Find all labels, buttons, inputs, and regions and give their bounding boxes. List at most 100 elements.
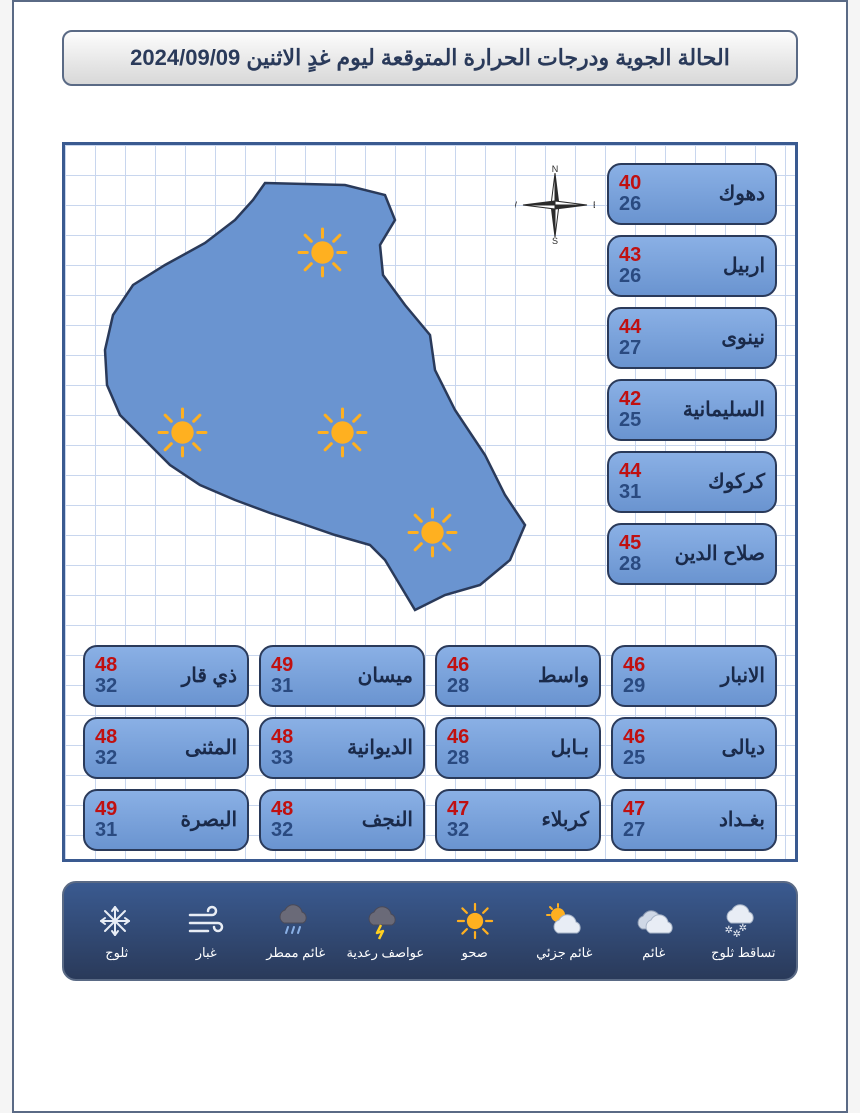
sunny-icon (453, 901, 497, 941)
city-name: السليمانية (683, 400, 765, 421)
city-side-column: دهوك4026اربيل4326نينوى4427السليمانية4225… (607, 163, 777, 585)
legend-label: صحو (462, 945, 488, 961)
legend-bar: تساقط ثلوج غائم غائم جزئي صحو عواصف رعدية غائ… (62, 881, 798, 981)
temp-low: 28 (619, 554, 641, 575)
temp-low: 26 (619, 266, 641, 287)
city-temps: 4026 (619, 173, 641, 215)
compass-rose-icon: N S W E (515, 165, 595, 245)
city-temps: 4528 (619, 533, 641, 575)
city-name: ميسان (358, 666, 413, 687)
temp-low: 28 (447, 676, 469, 697)
temp-low: 26 (619, 194, 641, 215)
temp-low: 32 (271, 820, 293, 841)
temp-low: 27 (619, 338, 641, 359)
temp-high: 47 (447, 799, 469, 820)
city-name: صلاح الدين (675, 544, 765, 565)
temp-low: 25 (619, 410, 641, 431)
temp-low: 29 (623, 676, 645, 697)
city-card: النجف 4832 (259, 789, 425, 851)
city-card: ديالى 4625 (611, 717, 777, 779)
compass-e: E (593, 200, 595, 210)
legend-item: عواصف رعدية (345, 901, 425, 961)
city-card: صلاح الدين 4528 (607, 523, 777, 585)
snow-icon (95, 901, 139, 941)
temp-low: 27 (623, 820, 645, 841)
city-card: الانبار 4629 (611, 645, 777, 707)
city-card: دهوك 4026 (607, 163, 777, 225)
city-temps: 4833 (271, 727, 293, 769)
page-title: الحالة الجوية ودرجات الحرارة المتوقعة لي… (130, 45, 730, 71)
thunder-icon (363, 901, 407, 941)
legend-label: تساقط ثلوج (711, 945, 775, 961)
legend-label: غبار (196, 945, 217, 961)
temp-high: 44 (619, 461, 641, 482)
city-name: ديالى (722, 738, 765, 759)
sun-icon (405, 505, 460, 560)
temp-high: 45 (619, 533, 641, 554)
cloudy-icon (632, 901, 676, 941)
temp-high: 40 (619, 173, 641, 194)
temp-high: 46 (623, 727, 645, 748)
temp-high: 42 (619, 389, 641, 410)
compass-s: S (552, 236, 558, 245)
temp-low: 28 (447, 748, 469, 769)
legend-label: غائم جزئي (536, 945, 592, 961)
sun-icon (295, 225, 350, 280)
temp-high: 46 (447, 727, 469, 748)
temp-low: 32 (95, 676, 117, 697)
sun-icon (155, 405, 210, 460)
city-card: بغـداد 4727 (611, 789, 777, 851)
city-name: بغـداد (719, 810, 765, 831)
city-name: ذي قار (182, 666, 237, 687)
temp-low: 31 (95, 820, 117, 841)
temp-low: 33 (271, 748, 293, 769)
city-temps: 4832 (271, 799, 293, 841)
legend-item: صحو (435, 901, 515, 961)
legend-item: تساقط ثلوج (703, 901, 783, 961)
city-temps: 4431 (619, 461, 641, 503)
city-temps: 4427 (619, 317, 641, 359)
city-name: دهوك (719, 184, 765, 205)
legend-label: غائم (642, 945, 665, 961)
city-temps: 4732 (447, 799, 469, 841)
temp-high: 48 (95, 655, 117, 676)
city-name: النجف (362, 810, 413, 831)
temp-high: 48 (271, 727, 293, 748)
temp-high: 43 (619, 245, 641, 266)
city-card: البصرة 4931 (83, 789, 249, 851)
city-card: كربلاء 4732 (435, 789, 601, 851)
city-temps: 4832 (95, 727, 117, 769)
temp-high: 49 (271, 655, 293, 676)
city-temps: 4727 (623, 799, 645, 841)
city-card: السليمانية 4225 (607, 379, 777, 441)
partly-icon (542, 901, 586, 941)
city-temps: 4326 (619, 245, 641, 287)
legend-item: غائم (614, 901, 694, 961)
legend-label: غائم ممطر (266, 945, 325, 961)
city-name: الانبار (721, 666, 765, 687)
city-temps: 4832 (95, 655, 117, 697)
city-temps: 4931 (95, 799, 117, 841)
city-card: المثنى 4832 (83, 717, 249, 779)
city-temps: 4629 (623, 655, 645, 697)
city-bottom-grid: الانبار4629واسط4628ميسان4931ذي قار4832دي… (83, 645, 777, 851)
city-temps: 4628 (447, 727, 469, 769)
city-name: البصرة (180, 810, 237, 831)
temp-high: 46 (623, 655, 645, 676)
city-name: كربلاء (542, 810, 589, 831)
temp-low: 32 (447, 820, 469, 841)
temp-high: 46 (447, 655, 469, 676)
temp-low: 25 (623, 748, 645, 769)
page-frame: الحالة الجوية ودرجات الحرارة المتوقعة لي… (12, 0, 848, 1113)
city-card: ميسان4931 (259, 645, 425, 707)
snowfall-icon (721, 901, 765, 941)
temp-low: 32 (95, 748, 117, 769)
temp-high: 48 (271, 799, 293, 820)
city-name: الديوانية (347, 738, 413, 759)
title-bar: الحالة الجوية ودرجات الحرارة المتوقعة لي… (62, 30, 798, 86)
city-card: الديوانية 4833 (259, 717, 425, 779)
city-card: كركوك4431 (607, 451, 777, 513)
temp-high: 49 (95, 799, 117, 820)
map-panel: N S W E دهوك4026اربيل4326نينوى4427السليم… (62, 142, 798, 862)
city-name: المثنى (185, 738, 237, 759)
